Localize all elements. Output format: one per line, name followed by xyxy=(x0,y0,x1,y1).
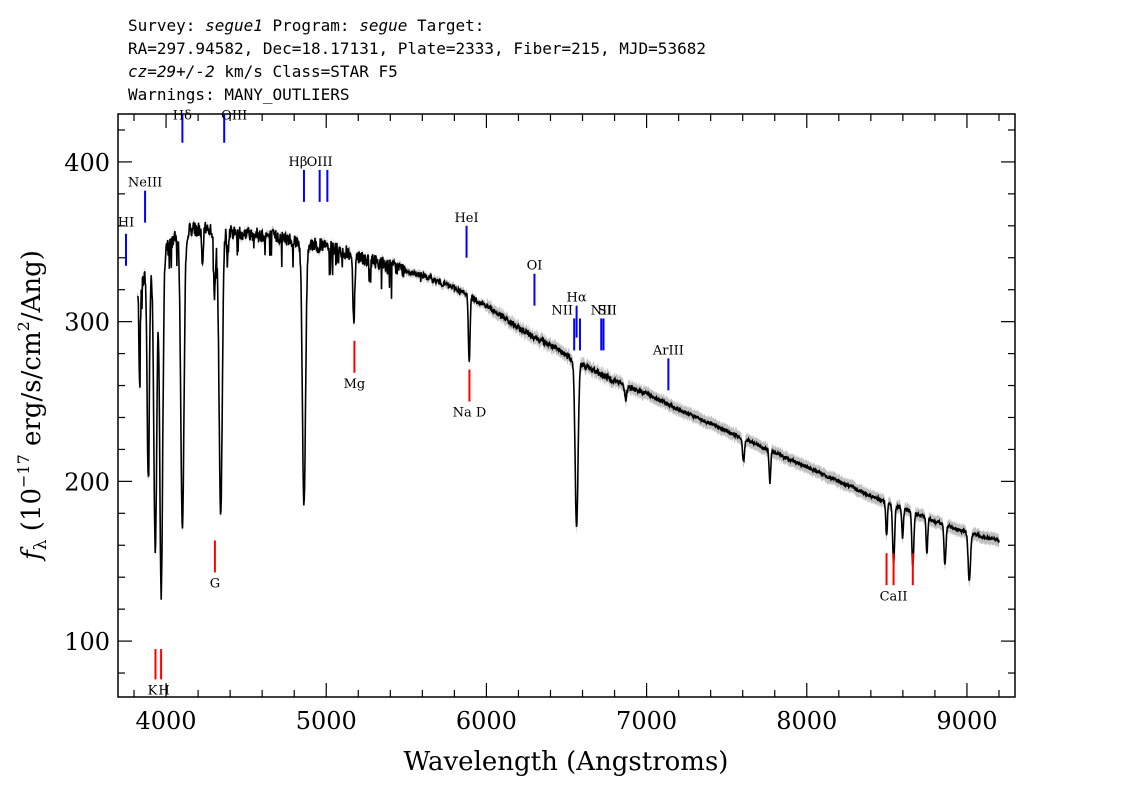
x-tick-label: 9000 xyxy=(936,707,997,735)
y-axis-title: fλ (10−17 erg/s/cm2/Ang) xyxy=(14,250,51,562)
emission-line-label: NeIII xyxy=(128,176,162,191)
y-tick-label: 200 xyxy=(64,468,110,496)
plot-frame xyxy=(117,113,1016,698)
emission-line-label: OIII xyxy=(307,155,333,170)
x-tick-label: 8000 xyxy=(776,707,837,735)
emission-line-label: HI xyxy=(118,216,134,231)
x-tick-label: 7000 xyxy=(616,707,677,735)
emission-line-label: Hα xyxy=(567,291,587,306)
header-line-2: RA=297.94582, Dec=18.17131, Plate=2333, … xyxy=(128,39,706,58)
emission-line-label: NII xyxy=(551,303,573,318)
emission-line-label: OI xyxy=(527,259,543,274)
flux-line xyxy=(137,221,1000,600)
spectrum-series xyxy=(137,218,1000,604)
x-tick-label: 5000 xyxy=(296,707,357,735)
emission-line-label: SII xyxy=(598,303,617,318)
absorption-line-label: Na D xyxy=(453,406,487,421)
header-line-4: Warnings: MANY_OUTLIERS xyxy=(128,85,350,104)
x-tick-label: 4000 xyxy=(136,707,197,735)
absorption-line-label: K xyxy=(148,684,158,699)
y-tick-label: 300 xyxy=(64,309,110,337)
error-band xyxy=(137,218,999,604)
emission-line-label: Hδ xyxy=(173,109,192,124)
emission-line-label: HeI xyxy=(454,211,478,226)
header-line-3: cz=29+/-2 km/s Class=STAR F5 xyxy=(128,62,398,81)
header-line-1: Survey: segue1 Program: segue Target: xyxy=(128,16,484,35)
y-tick-label: 100 xyxy=(64,628,110,656)
emission-line-label: NII xyxy=(591,303,613,318)
emission-line-label: OIII xyxy=(221,109,247,124)
absorption-line-label: G xyxy=(210,577,220,592)
line-markers xyxy=(125,114,914,680)
emission-line-label: ArIII xyxy=(652,343,684,358)
absorption-line-label: Mg xyxy=(344,377,366,392)
emission-line-label: Hβ xyxy=(289,155,308,170)
x-axis-title: Wavelength (Angstroms) xyxy=(404,747,729,777)
absorption-line-label: H xyxy=(158,684,169,699)
axis-tick-labels: 4000 5000 6000 7000 8000 9000 100 200 300 400 xyxy=(64,149,997,735)
absorption-line-label: CaII xyxy=(880,589,908,604)
y-tick-label: 400 xyxy=(64,149,110,177)
x-tick-label: 6000 xyxy=(456,707,517,735)
axis-ticks xyxy=(118,114,1015,697)
